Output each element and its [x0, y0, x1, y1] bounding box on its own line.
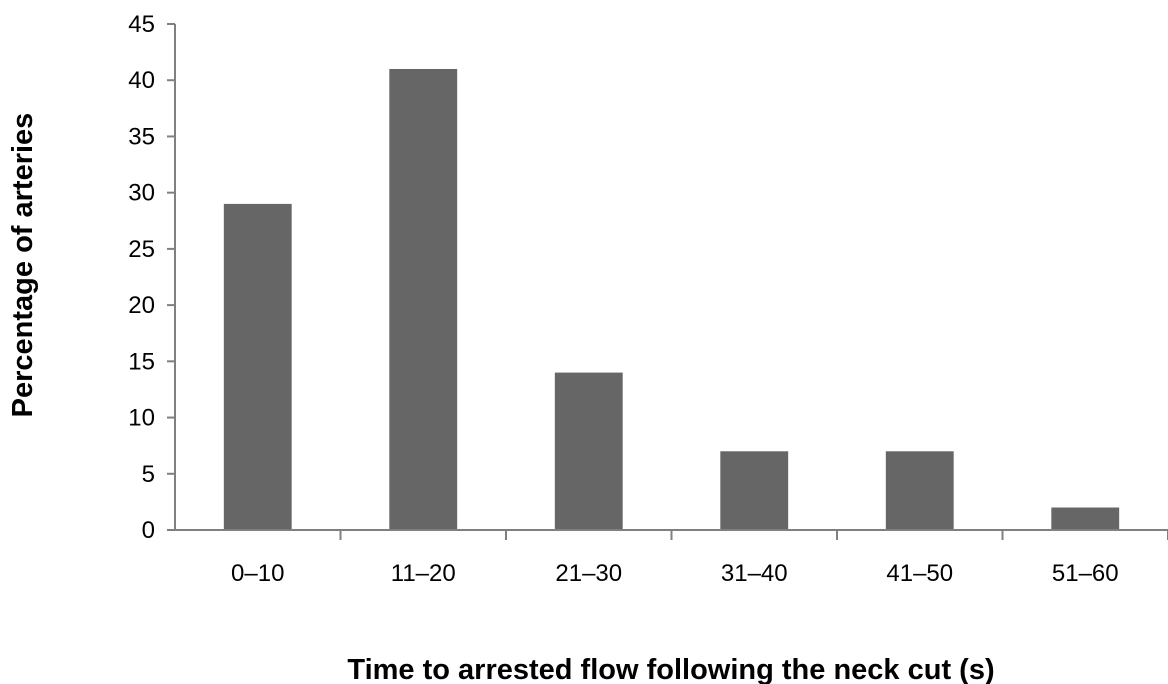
bar — [554, 372, 623, 530]
x-tick-label: 31–40 — [721, 560, 788, 587]
bar — [389, 68, 458, 530]
y-tick-label: 0 — [142, 517, 155, 544]
x-tick-label: 11–20 — [391, 560, 456, 587]
y-ticks-group: 0 5 10 15 20 25 30 35 40 45 — [128, 11, 175, 544]
y-tick-label: 25 — [128, 236, 155, 263]
y-tick-label: 15 — [128, 348, 155, 375]
bar — [720, 451, 789, 530]
y-tick-label: 30 — [128, 180, 155, 207]
bar — [885, 451, 954, 530]
x-ticks-group: 0–10 11–20 21–30 31–40 41–50 51–60 — [231, 530, 1168, 587]
x-axis-title: Time to arrested flow following the neck… — [347, 654, 994, 684]
x-tick-label: 21–30 — [555, 560, 622, 587]
x-tick-label: 0–10 — [231, 560, 284, 587]
x-tick-label: 41–50 — [886, 560, 953, 587]
y-tick-label: 5 — [142, 461, 155, 488]
y-axis-title: Percentage of arteries — [7, 113, 39, 418]
y-tick-label: 20 — [128, 292, 155, 319]
bars-group — [223, 68, 1120, 530]
y-tick-label: 40 — [128, 67, 155, 94]
axes-group — [174, 24, 1168, 531]
y-tick-label: 35 — [128, 123, 155, 150]
x-tick-label: 51–60 — [1052, 560, 1119, 587]
bar — [223, 203, 292, 530]
bar — [1051, 507, 1120, 530]
y-tick-label: 45 — [128, 11, 155, 38]
y-tick-label: 10 — [128, 405, 155, 432]
